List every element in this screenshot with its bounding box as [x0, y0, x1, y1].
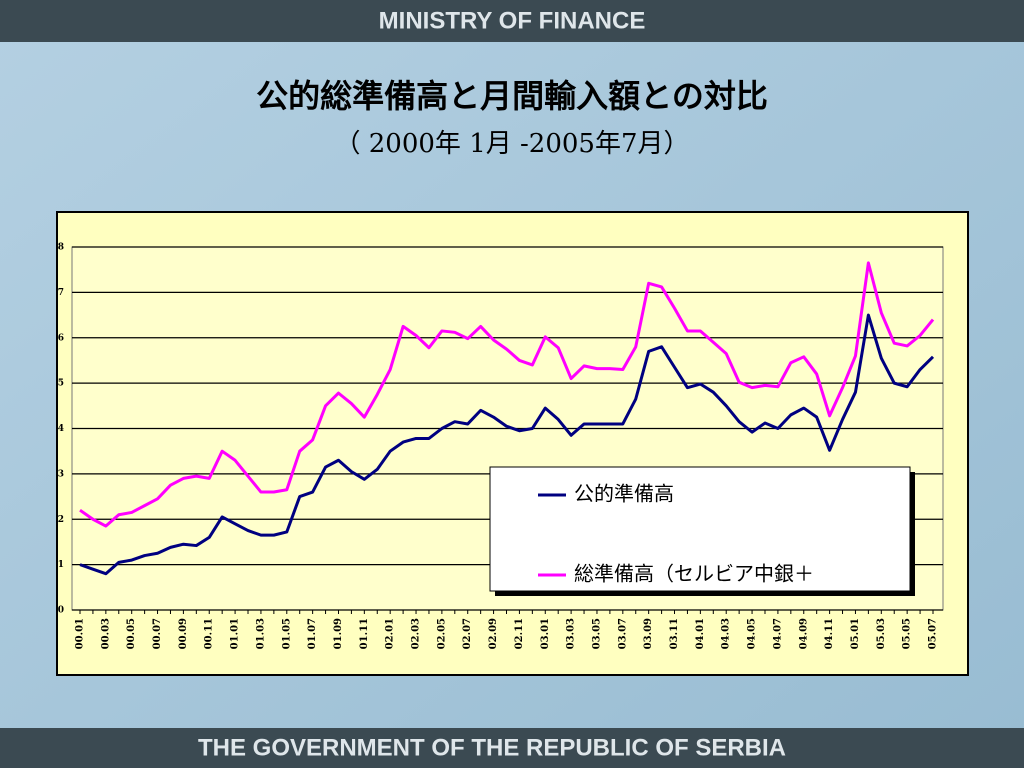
y-tick-label: 3 [58, 469, 64, 479]
x-tick-label: 02.03 [411, 618, 422, 649]
x-tick-label: 02.09 [488, 618, 499, 649]
x-tick-label: 00.01 [75, 618, 86, 649]
x-tick-label: 05.01 [850, 618, 861, 649]
x-tick-label: 01.03 [255, 618, 266, 649]
y-tick-label: 7 [58, 288, 64, 298]
y-tick-label: 1 [58, 560, 64, 570]
x-tick-label: 03.09 [643, 618, 654, 649]
chart-subtitle: （ 2000年 1月 -2005年7月） [335, 129, 690, 159]
x-tick-label: 01.11 [359, 618, 370, 649]
x-tick-label: 02.07 [462, 618, 473, 649]
x-tick-label: 00.03 [100, 618, 111, 649]
series-line [79, 261, 935, 528]
y-tick-label: 4 [58, 424, 64, 434]
x-tick-label: 01.07 [307, 618, 318, 649]
x-tick-label: 03.11 [669, 618, 680, 649]
x-tick-label: 02.01 [385, 618, 396, 649]
x-tick-label: 05.05 [902, 618, 913, 649]
x-tick-label: 03.07 [617, 618, 628, 649]
y-tick-label: 6 [58, 333, 64, 343]
x-tick-label: 02.11 [514, 618, 525, 649]
y-tick-label: 0 [58, 606, 64, 616]
x-tick-label: 01.09 [333, 618, 344, 649]
x-tick-label: 04.11 [824, 618, 835, 649]
footer-text: THE GOVERNMENT OF THE REPUBLIC OF SERBIA [198, 734, 786, 761]
x-tick-label: 04.05 [747, 618, 758, 649]
header-bar [0, 0, 1024, 42]
y-tick-label: 8 [58, 243, 64, 253]
x-tick-label: 01.01 [230, 618, 241, 649]
x-tick-label: 03.03 [566, 618, 577, 649]
x-tick-label: 00.05 [126, 618, 137, 649]
x-tick-label: 05.03 [876, 618, 887, 649]
legend-label: 公的準備高 [574, 482, 674, 506]
x-tick-label: 04.09 [798, 618, 809, 649]
chart-title: 公的総準備高と月間輸入額との対比 [256, 77, 768, 115]
header-text: MINISTRY OF FINANCE [379, 7, 646, 34]
x-tick-label: 04.03 [721, 618, 732, 649]
x-tick-label: 00.11 [204, 618, 215, 649]
series-line [79, 313, 935, 576]
x-tick-label: 00.07 [152, 618, 163, 649]
y-tick-label: 5 [58, 379, 64, 389]
x-tick-label: 01.05 [281, 618, 292, 649]
x-tick-label: 02.05 [436, 618, 447, 649]
x-tick-label: 04.07 [772, 618, 783, 649]
legend-box [489, 466, 911, 592]
x-tick-label: 03.01 [540, 618, 551, 649]
x-tick-label: 04.01 [695, 618, 706, 649]
x-tick-label: 00.09 [178, 618, 189, 649]
y-tick-label: 2 [58, 515, 64, 525]
x-tick-label: 03.05 [591, 618, 602, 649]
x-tick-label: 05.07 [928, 618, 939, 649]
footer-bar [0, 728, 1024, 768]
legend-label: 総準備高（セルビア中銀＋ [574, 562, 814, 586]
